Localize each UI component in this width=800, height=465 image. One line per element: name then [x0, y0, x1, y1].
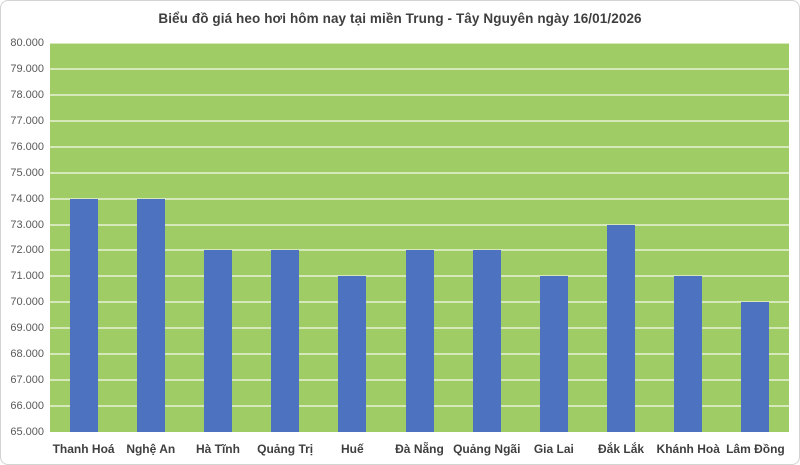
gridline [50, 67, 789, 70]
x-tick-label: Lâm Đồng [726, 442, 785, 456]
y-tick-label: 67.000 [10, 374, 44, 387]
gridline [50, 42, 789, 44]
y-tick-label: 78.000 [10, 88, 44, 101]
bar-Gia Lai [539, 276, 568, 432]
x-tick-label: Đà Nẵng [395, 442, 444, 456]
chart-title: Biểu đồ giá heo hơi hôm nay tại miền Tru… [158, 11, 642, 26]
gridline [50, 223, 789, 226]
bar-Lâm Đồng [741, 302, 770, 432]
bar-Khánh Hoà [674, 276, 703, 432]
gridline [50, 93, 789, 96]
bar-Quảng Ngãi [472, 250, 501, 432]
x-tick-label: Hà Tĩnh [195, 442, 240, 456]
y-tick-label: 80.000 [10, 37, 44, 49]
bar-Nghệ An [136, 198, 165, 432]
y-tick-label: 72.000 [10, 244, 44, 257]
y-tick-label: 66.000 [10, 400, 44, 413]
y-tick-label: 75.000 [10, 166, 44, 179]
y-tick-label: 69.000 [10, 322, 44, 335]
y-tick-label: 74.000 [10, 192, 44, 205]
bar-Đắk Lắk [607, 224, 636, 432]
bar-Quảng Trị [271, 250, 300, 432]
gridline [50, 171, 789, 174]
bar-Thanh Hoá [69, 198, 98, 432]
y-tick-label: 77.000 [10, 114, 44, 127]
x-tick-label: Nghệ An [126, 442, 176, 456]
bar-Đà Nẵng [405, 250, 434, 432]
gridline [50, 145, 789, 148]
gridline [50, 119, 789, 122]
gridline [50, 197, 789, 200]
x-tick-label: Đắk Lắk [598, 442, 645, 456]
x-tick-label: Thanh Hoá [52, 442, 115, 456]
y-tick-label: 70.000 [10, 296, 44, 309]
x-tick-label: Quảng Trị [257, 442, 314, 456]
bar-Hà Tĩnh [203, 250, 232, 432]
gridline [50, 249, 789, 252]
x-tick-label: Huế [340, 442, 364, 456]
y-tick-label: 76.000 [10, 140, 44, 153]
y-tick-label: 71.000 [10, 270, 44, 283]
y-tick-label: 68.000 [10, 348, 44, 361]
bar-Huế [338, 276, 367, 432]
y-tick-label: 73.000 [10, 218, 44, 231]
x-tick-label: Quảng Ngãi [453, 442, 521, 456]
plot-area [50, 42, 789, 432]
y-tick-label: 65.000 [10, 426, 44, 438]
x-tick-label: Khánh Hoà [656, 442, 720, 456]
y-tick-label: 79.000 [10, 62, 44, 75]
x-tick-label: Gia Lai [533, 442, 574, 456]
